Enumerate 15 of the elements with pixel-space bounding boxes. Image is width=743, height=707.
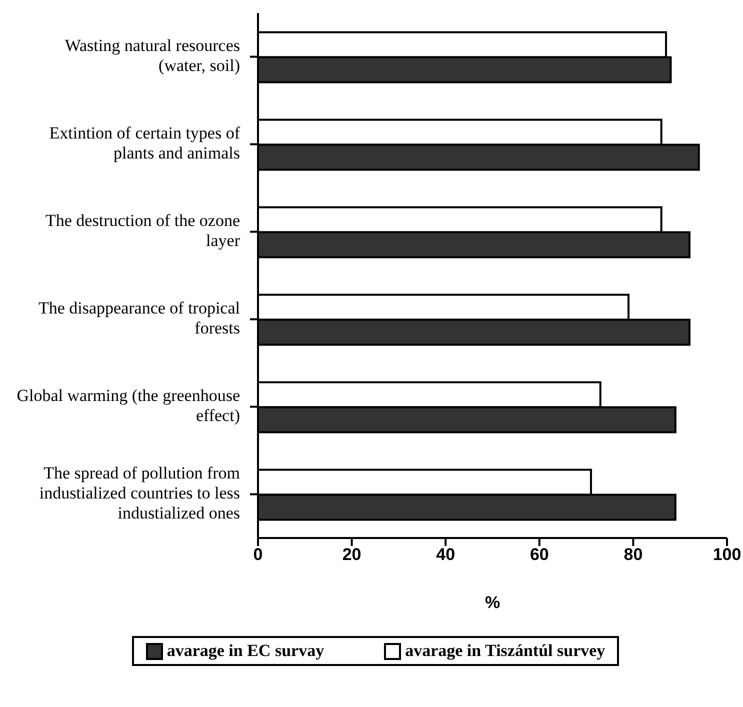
x-tick-label: 100 — [712, 545, 742, 564]
x-tick-label: 60 — [530, 545, 549, 564]
y-tick-label: Wasting natural resources (water, soil) — [64, 36, 240, 75]
x-tick-label: 20 — [342, 545, 362, 564]
x-tick-label: 40 — [436, 545, 456, 564]
y-tick-label: The disappearance of tropical forests — [38, 298, 240, 338]
legend-label: avarage in Tiszántúl survey — [405, 641, 606, 661]
x-tick-label: 0 — [253, 545, 263, 564]
legend-label: avarage in EC survay — [166, 641, 324, 661]
y-tick-label: The destruction of the ozone layer — [46, 210, 240, 250]
y-tick-label: Global warming (the greenhouse effect) — [16, 386, 240, 425]
y-tick-label: Extintion of certain types of plants and animals — [49, 123, 240, 162]
y-tick-label: The spread of pollution from industialized countries to less industialized ones — [39, 463, 240, 522]
x-tick-label: 80 — [624, 545, 643, 564]
x-axis-title: % — [484, 593, 500, 612]
